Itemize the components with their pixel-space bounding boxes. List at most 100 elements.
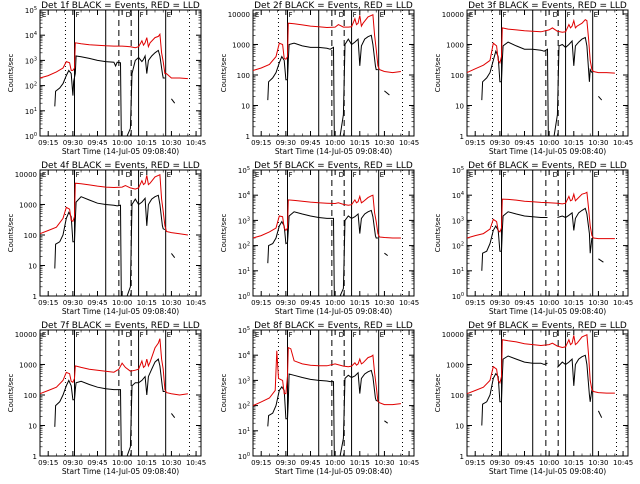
x-axis-label: Start Time (14-Jul-05 09:08:40) — [62, 467, 179, 476]
lld-series-line — [39, 32, 188, 80]
top-interval-label: D — [126, 331, 131, 339]
plot-frame — [252, 169, 415, 297]
top-interval-label: F — [567, 171, 571, 179]
lld-series-line — [466, 191, 615, 240]
events-series-line-tail — [597, 410, 603, 418]
panel-det-2: Det 2f BLACK = Events, RED = LLD 1 10 100 10… — [220, 1, 419, 156]
panel-title: Det 1f BLACK = Events, RED = LLD — [41, 1, 200, 11]
y-tick-label: 102 — [25, 82, 37, 91]
x-tick-label: 10:15 — [350, 139, 370, 147]
y-tick-label: 1000 — [19, 201, 37, 209]
y-tick-label: 105 — [25, 6, 37, 15]
x-tick-label: 09:30 — [490, 139, 510, 147]
top-interval-label: F — [76, 11, 80, 19]
y-tick-label: 103 — [238, 376, 250, 385]
top-interval-label: F — [353, 331, 357, 339]
y-tick-label: 100 — [452, 292, 464, 301]
y-tick-label: 10000 — [15, 331, 37, 339]
lld-series-line — [466, 18, 615, 74]
x-tick-label: 10:00 — [325, 299, 345, 307]
top-interval-label: E — [42, 171, 46, 179]
panel-title: Det 2f BLACK = Events, RED = LLD — [254, 1, 413, 11]
y-axis-label: Counts/sec — [220, 54, 228, 93]
x-tick-label: 10:15 — [137, 299, 157, 307]
panel-det-5: Det 5f BLACK = Events, RED = LLD 100 101 10… — [220, 161, 419, 316]
y-tick-label: 1000 — [446, 361, 464, 369]
x-tick-label: 09:15 — [38, 299, 58, 307]
top-interval-label: F — [353, 11, 357, 19]
top-interval-label: E — [167, 331, 171, 339]
top-interval-label: E — [380, 331, 384, 339]
x-tick-label: 09:30 — [276, 139, 296, 147]
top-interval-label: F — [289, 171, 293, 179]
y-axis-label: Counts/sec — [7, 374, 15, 413]
events-series-line-tail — [171, 413, 176, 419]
top-interval-label: E — [469, 331, 473, 339]
top-interval-label: F — [503, 11, 507, 19]
top-interval-label: D — [339, 171, 344, 179]
y-tick-label: 105 — [452, 166, 464, 175]
events-series-line — [481, 355, 548, 426]
panel-det-8: Det 8f BLACK = Events, RED = LLD 100 101 10… — [220, 321, 419, 476]
plot-frame — [252, 9, 415, 137]
x-tick-label: 10:15 — [564, 139, 584, 147]
y-axis-label: Counts/sec — [220, 214, 228, 253]
x-tick-label: 10:00 — [112, 299, 132, 307]
plot-frame — [39, 329, 202, 457]
top-interval-label: F — [503, 171, 507, 179]
lld-series-line — [39, 338, 188, 396]
x-tick-label: 09:15 — [251, 139, 271, 147]
x-tick-label: 09:45 — [87, 299, 107, 307]
x-tick-label: 10:00 — [112, 139, 132, 147]
y-axis-label: Counts/sec — [434, 214, 442, 253]
x-tick-label: 10:30 — [161, 139, 181, 147]
y-tick-label: 10 — [241, 102, 250, 110]
x-tick-label: 10:00 — [539, 459, 559, 467]
panel-title: Det 9f BLACK = Events, RED = LLD — [468, 321, 627, 331]
y-tick-label: 104 — [25, 31, 37, 40]
x-tick-label: 10:30 — [588, 299, 608, 307]
top-interval-label: D — [553, 11, 558, 19]
x-tick-label: 10:30 — [588, 459, 608, 467]
y-tick-label: 102 — [452, 242, 464, 251]
x-tick-label: 09:15 — [251, 299, 271, 307]
y-tick-label: 103 — [25, 56, 37, 65]
x-axis-label: Start Time (14-Jul-05 09:08:40) — [489, 147, 606, 156]
y-tick-label: 101 — [238, 427, 250, 436]
top-interval-label: E — [255, 331, 259, 339]
top-interval-label: D — [126, 11, 131, 19]
top-interval-label: F — [76, 331, 80, 339]
x-tick-label: 09:15 — [251, 459, 271, 467]
x-tick-label: 10:00 — [539, 139, 559, 147]
top-interval-label: E — [255, 171, 259, 179]
y-tick-label: 104 — [238, 351, 250, 360]
panel-det-3: Det 3f BLACK = Events, RED = LLD 1 10 100 10… — [434, 1, 633, 156]
plot-frame — [39, 169, 202, 297]
x-tick-label: 10:15 — [564, 459, 584, 467]
y-tick-label: 10 — [455, 422, 464, 430]
plot-frame — [466, 329, 629, 457]
y-axis-label: Counts/sec — [7, 214, 15, 253]
top-interval-label: E — [255, 11, 259, 19]
lld-series-line — [466, 333, 615, 395]
x-axis-label: Start Time (14-Jul-05 09:08:40) — [489, 467, 606, 476]
top-interval-label: F — [567, 11, 571, 19]
y-tick-label: 1 — [33, 453, 37, 461]
y-tick-label: 10000 — [442, 11, 464, 19]
events-series-line-tail — [171, 98, 176, 104]
x-tick-label: 09:30 — [276, 299, 296, 307]
y-tick-label: 102 — [238, 242, 250, 251]
top-interval-label: E — [167, 171, 171, 179]
plot-frame — [466, 9, 629, 137]
x-tick-label: 10:00 — [325, 139, 345, 147]
top-interval-label: F — [567, 331, 571, 339]
x-tick-label: 10:15 — [137, 139, 157, 147]
y-tick-label: 1 — [33, 293, 37, 301]
x-tick-label: 10:45 — [613, 459, 633, 467]
top-interval-label: E — [594, 11, 598, 19]
x-axis-label: Start Time (14-Jul-05 09:08:40) — [62, 147, 179, 156]
y-tick-label: 100 — [237, 72, 250, 80]
y-tick-label: 1 — [246, 133, 250, 141]
y-tick-label: 100 — [24, 392, 37, 400]
panel-title: Det 3f BLACK = Events, RED = LLD — [468, 1, 627, 11]
